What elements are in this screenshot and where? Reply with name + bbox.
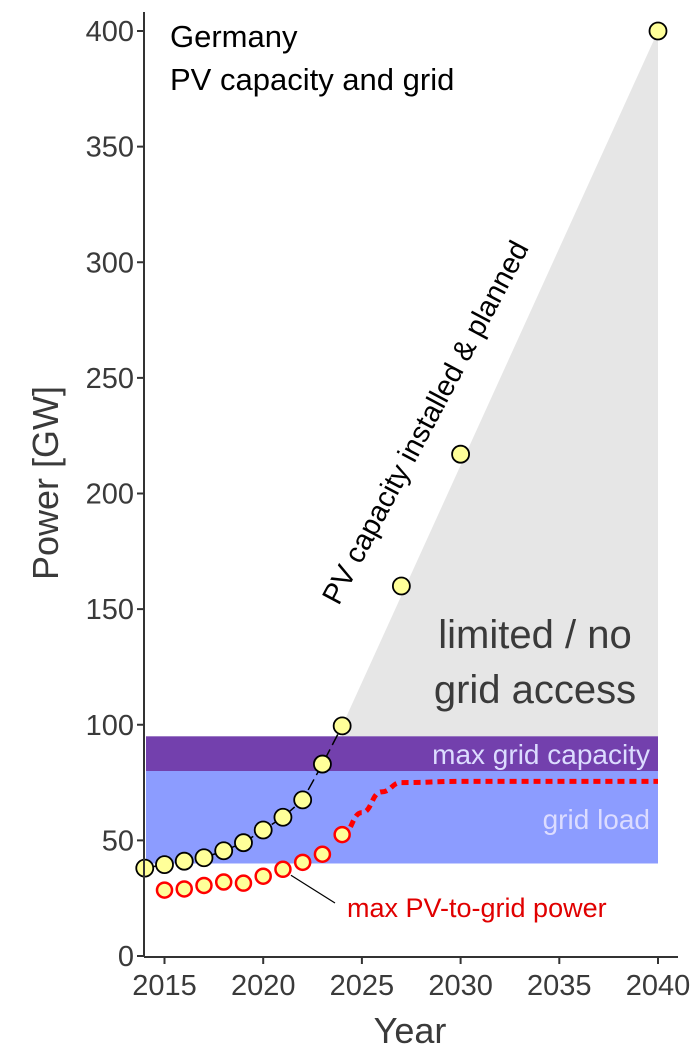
max-pv-to-grid-point <box>175 880 193 898</box>
pv-capacity-point <box>234 833 253 853</box>
y-tick-label: 250 <box>86 363 134 395</box>
annotation-max-pv-to-grid: max PV-to-grid power <box>347 893 607 923</box>
pv-capacity-point <box>214 841 234 861</box>
axes: 0 50 100 150 200 250 300 350 400 2015 2020 2025 2030… <box>86 12 691 1002</box>
pv-capacity-point <box>174 851 194 871</box>
y-tick-label: 150 <box>86 594 134 626</box>
max-pv-to-grid-point <box>195 876 213 895</box>
y-tick-label: 100 <box>86 710 134 742</box>
region-label-line-1: limited / no <box>438 613 631 657</box>
region-label-line-2: grid access <box>434 668 636 712</box>
x-tick-label: 2020 <box>231 970 296 1002</box>
pv-capacity-point <box>155 855 174 875</box>
max-pv-to-grid-point <box>254 867 272 885</box>
pv-capacity-point <box>391 576 411 596</box>
x-tick-label: 2040 <box>626 970 691 1002</box>
x-tick-label: 2015 <box>132 970 197 1002</box>
pv-capacity-point <box>194 848 214 868</box>
annotation-leader-line <box>290 874 336 904</box>
max-pv-to-grid-point <box>313 845 332 863</box>
limited-grid-access-region <box>342 31 658 737</box>
pv-capacity-point <box>293 790 313 810</box>
pv-capacity-point <box>273 807 293 827</box>
chart-subtitle: PV capacity and grid <box>170 62 454 97</box>
max-pv-to-grid-point <box>234 874 253 892</box>
band-label-max-grid-capacity: max grid capacity <box>432 739 650 770</box>
pv-capacity-point <box>253 820 273 840</box>
x-tick-label: 2035 <box>527 970 592 1002</box>
max-pv-to-grid-point <box>155 881 174 899</box>
y-tick-label: 0 <box>118 941 134 973</box>
max-pv-to-grid-point <box>333 825 351 844</box>
y-tick-label: 400 <box>86 16 134 48</box>
y-tick-label: 300 <box>86 247 134 279</box>
chart-title: Germany <box>170 19 298 54</box>
pv-capacity-point <box>451 444 471 464</box>
y-tick-label: 50 <box>102 825 134 857</box>
pv-capacity-point <box>332 716 352 736</box>
pv-capacity-point <box>313 754 332 774</box>
band-label-grid-load: grid load <box>543 804 650 835</box>
data-points <box>135 21 668 899</box>
y-tick-label: 350 <box>86 132 134 164</box>
max-pv-to-grid-point <box>274 860 292 879</box>
pv-capacity-point <box>648 21 668 41</box>
x-axis-title: Year <box>374 1010 447 1051</box>
x-tick-label: 2030 <box>428 970 493 1002</box>
y-axis-title: Power [GW] <box>25 386 66 580</box>
y-tick-label: 200 <box>86 479 134 511</box>
max-pv-to-grid-point <box>214 873 233 891</box>
x-tick-label: 2025 <box>330 970 395 1002</box>
max-pv-to-grid-point <box>293 853 312 872</box>
max-grid-capacity-band <box>146 736 658 771</box>
max-pv-to-grid-projection <box>341 778 658 838</box>
